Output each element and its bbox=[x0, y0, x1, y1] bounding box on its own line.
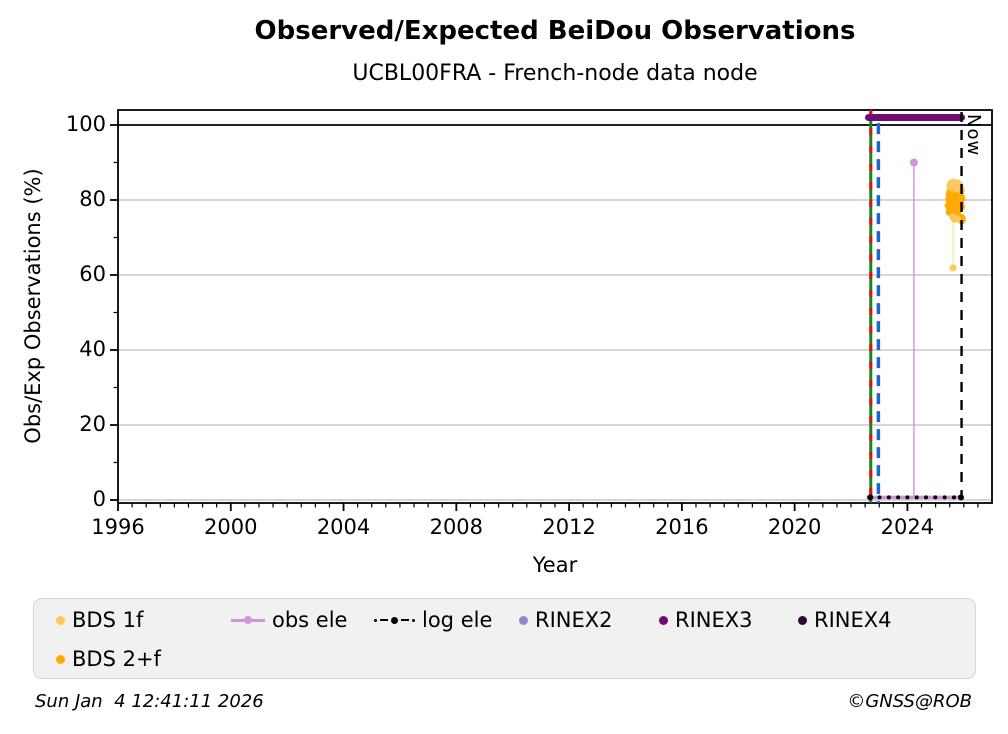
legend-label: RINEX3 bbox=[675, 608, 753, 632]
chart-subtitle: UCBL00FRA - French-node data node bbox=[352, 61, 758, 86]
rinex2-legend-marker-icon bbox=[519, 615, 528, 625]
legend-label: BDS 1f bbox=[72, 608, 144, 632]
series-bds-1f-point bbox=[953, 215, 961, 223]
series-log-ele bbox=[951, 495, 956, 500]
series-log-ele bbox=[914, 495, 919, 500]
legend-label: BDS 2+f bbox=[72, 647, 161, 671]
bds-2-f-legend-marker-icon bbox=[56, 654, 65, 664]
series-log-ele bbox=[933, 495, 938, 500]
legend: BDS 1f obs ele log ele RINEX2 RINEX3 RINEX4 BD… bbox=[33, 598, 976, 679]
y-axis-label: Obs/Exp Observations (%) bbox=[21, 168, 45, 444]
series-log-ele bbox=[905, 495, 910, 500]
legend-item-rinex2: RINEX2 bbox=[519, 607, 613, 633]
chart-title: Observed/Expected BeiDou Observations bbox=[254, 16, 856, 46]
x-axis-label: Year bbox=[532, 553, 578, 577]
series-log-ele bbox=[886, 495, 891, 500]
series-log-ele bbox=[924, 495, 929, 500]
legend-label: log ele bbox=[422, 608, 493, 632]
rinex3-legend-marker-icon bbox=[659, 615, 668, 625]
copyright: ©GNSS@ROB bbox=[847, 691, 972, 712]
bds-1f-legend-marker-icon bbox=[56, 615, 65, 625]
series-log-ele bbox=[896, 495, 901, 500]
legend-label: obs ele bbox=[272, 608, 348, 632]
rinex4-legend-marker-icon bbox=[798, 615, 807, 625]
now-annotation: Now bbox=[963, 114, 984, 157]
series-bds-2-f-point bbox=[957, 194, 966, 203]
timestamp: Sun Jan 4 12:41:11 2026 bbox=[35, 691, 264, 712]
legend-item-rinex4: RINEX4 bbox=[798, 607, 892, 633]
series-log-ele bbox=[877, 495, 882, 500]
legend-item-log-ele: log ele bbox=[374, 607, 492, 633]
legend-item-bds-2-f: BDS 2+f bbox=[56, 646, 161, 672]
legend-label: RINEX4 bbox=[814, 608, 892, 632]
legend-item-rinex3: RINEX3 bbox=[659, 607, 753, 633]
legend-item-bds-1f: BDS 1f bbox=[56, 607, 143, 633]
series-log-ele-start bbox=[867, 494, 874, 501]
series-bds-1f-point bbox=[949, 264, 957, 272]
obs-ele-legend-marker-icon bbox=[231, 613, 265, 627]
axes-frame bbox=[117, 109, 993, 504]
series-obs-ele-marker bbox=[909, 158, 918, 167]
legend-item-obs-ele: obs ele bbox=[231, 607, 347, 633]
log-ele-legend-marker-icon bbox=[374, 616, 415, 624]
series-log-ele bbox=[942, 495, 947, 500]
legend-label: RINEX2 bbox=[535, 608, 613, 632]
